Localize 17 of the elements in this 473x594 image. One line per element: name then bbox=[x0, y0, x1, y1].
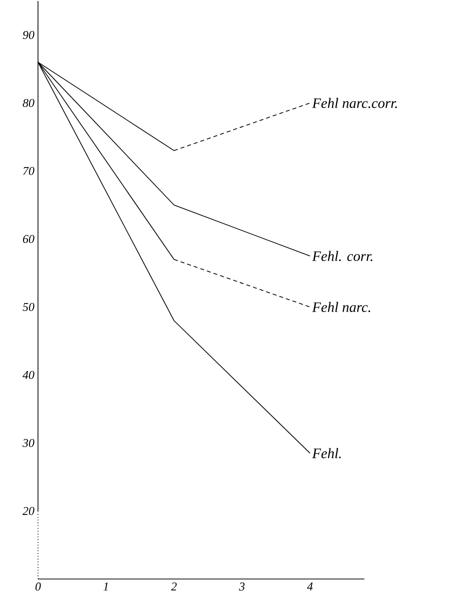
y-tick-label: 40 bbox=[22, 370, 34, 380]
y-tick-label: 20 bbox=[22, 506, 34, 516]
x-tick-label: 4 bbox=[307, 582, 313, 590]
x-tick-label: 1 bbox=[103, 582, 108, 590]
y-tick-label: 50 bbox=[22, 302, 34, 312]
y-tick-label: 30 bbox=[22, 438, 34, 448]
y-tick-label: 70 bbox=[23, 166, 34, 176]
x-tick-label: 2 bbox=[171, 582, 177, 590]
y-tick-label: 80 bbox=[22, 98, 34, 108]
series-label: Fehl narc.corr. bbox=[312, 98, 397, 108]
series-label: Fehl. corr. bbox=[312, 250, 372, 262]
x-tick-label: 3 bbox=[238, 582, 245, 591]
x-tick-label: 0 bbox=[35, 582, 41, 591]
y-tick-label: 90 bbox=[22, 30, 34, 40]
series-label: Fehl narc. bbox=[312, 302, 370, 312]
series-label: Fehl. bbox=[312, 448, 341, 458]
y-tick-label: 60 bbox=[23, 234, 34, 244]
